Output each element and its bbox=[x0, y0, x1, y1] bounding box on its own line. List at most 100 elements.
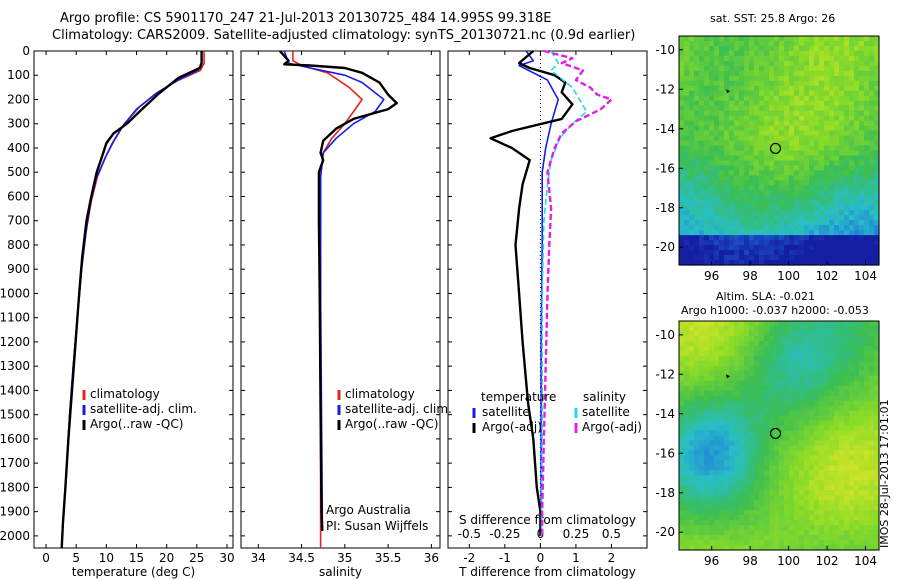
map-x-tick-label: 98 bbox=[743, 554, 758, 568]
y-tick-label: 1800 bbox=[0, 480, 30, 494]
chart-title-line1: Argo profile: CS 5901170_247 21-Jul-2013… bbox=[60, 11, 552, 26]
map-x-tick-label: 96 bbox=[704, 269, 719, 283]
map-x-tick-label: 102 bbox=[816, 269, 839, 283]
legend-label: climatology bbox=[90, 387, 160, 401]
series-line bbox=[60, 51, 203, 549]
x-tick-label: 0 bbox=[537, 551, 545, 565]
x-tick-label: -1 bbox=[499, 551, 511, 565]
plot-frame-2 bbox=[240, 50, 441, 549]
legend-label: satellite bbox=[482, 405, 530, 419]
y-tick-label: 800 bbox=[7, 238, 30, 252]
legend-label: satellite-adj. clim. bbox=[345, 402, 452, 416]
map-x-tick-label: 104 bbox=[854, 269, 877, 283]
y-tick-label: 1400 bbox=[0, 383, 30, 397]
y-tick-label: 300 bbox=[7, 117, 30, 131]
y-tick-label: 200 bbox=[7, 92, 30, 106]
y-tick-label: 1600 bbox=[0, 432, 30, 446]
x-tick-label: 0 bbox=[42, 551, 50, 565]
y-tick-label: 100 bbox=[7, 68, 30, 82]
x-axis-label: T difference from climatology bbox=[458, 565, 636, 579]
legend-label: satellite-adj. clim. bbox=[90, 402, 197, 416]
y-tick-label: 500 bbox=[7, 165, 30, 179]
sla-map-subtitle: Argo h1000: -0.037 h2000: -0.053 bbox=[681, 304, 869, 317]
x-tick-label: 5 bbox=[72, 551, 80, 565]
x-tick-label: 10 bbox=[99, 551, 114, 565]
series-line bbox=[60, 51, 203, 549]
y-tick-label: 700 bbox=[7, 214, 30, 228]
x-axis-label: temperature (deg C) bbox=[72, 565, 195, 579]
y-tick-label: 1900 bbox=[0, 505, 30, 519]
x-tick-label: 36 bbox=[424, 551, 439, 565]
map-y-tick-label: -12 bbox=[655, 82, 675, 96]
y-tick-label: 1700 bbox=[0, 456, 30, 470]
legend-label: Argo(..raw -QC) bbox=[90, 417, 183, 431]
legend-label: temperature bbox=[481, 390, 556, 404]
series-line bbox=[279, 50, 398, 532]
legend-label: Argo(-adj) bbox=[482, 420, 542, 434]
series-line bbox=[540, 50, 588, 536]
map-y-tick-label: -10 bbox=[655, 328, 675, 342]
x-tick-label: 2 bbox=[608, 551, 616, 565]
map-x-tick-label: 104 bbox=[854, 554, 877, 568]
x-tick-label: 30 bbox=[219, 551, 234, 565]
y-tick-label: 0 bbox=[22, 44, 30, 58]
map-y-tick-label: -12 bbox=[655, 367, 675, 381]
s-diff-tick-label: 0.5 bbox=[602, 527, 621, 541]
argo-position-marker bbox=[769, 142, 782, 155]
y-tick-label: 900 bbox=[7, 262, 30, 276]
y-tick-label: 1000 bbox=[0, 286, 30, 300]
annotation: PI: Susan Wijffels bbox=[326, 519, 428, 533]
legend-label: satellite bbox=[582, 405, 630, 419]
series-line bbox=[541, 49, 613, 536]
map-y-tick-label: -10 bbox=[655, 43, 675, 57]
x-tick-label: 35.5 bbox=[375, 551, 402, 565]
map-y-tick-label: -18 bbox=[655, 486, 675, 500]
map-y-tick-label: -14 bbox=[655, 407, 675, 421]
y-tick-label: 1500 bbox=[0, 408, 30, 422]
annotation: Argo Australia bbox=[326, 503, 411, 517]
map-y-tick-label: -18 bbox=[655, 201, 675, 215]
series-line bbox=[489, 50, 574, 536]
y-tick-label: 1200 bbox=[0, 335, 30, 349]
s-diff-tick-label: 0.25 bbox=[563, 527, 590, 541]
s-diff-axis-label: S difference from climatology bbox=[459, 513, 636, 527]
float-track-marker bbox=[726, 89, 730, 94]
y-tick-label: 600 bbox=[7, 189, 30, 203]
y-tick-label: 1300 bbox=[0, 359, 30, 373]
sla-map-title: Altim. SLA: -0.021 bbox=[716, 290, 816, 303]
x-tick-label: 20 bbox=[159, 551, 174, 565]
float-track-marker bbox=[726, 374, 730, 379]
map-x-tick-label: 102 bbox=[816, 554, 839, 568]
x-tick-label: 34.5 bbox=[288, 551, 315, 565]
x-tick-label: 1 bbox=[572, 551, 580, 565]
legend-label: climatology bbox=[345, 387, 415, 401]
map-y-tick-label: -16 bbox=[655, 446, 675, 460]
argo-position-marker bbox=[769, 427, 782, 440]
map-frame bbox=[678, 320, 880, 551]
map-x-tick-label: 100 bbox=[777, 269, 800, 283]
map-y-tick-label: -20 bbox=[655, 240, 675, 254]
legend-label: Argo(-adj) bbox=[582, 420, 642, 434]
x-tick-label: 25 bbox=[189, 551, 204, 565]
x-tick-label: -2 bbox=[463, 551, 475, 565]
plot-frame-1 bbox=[33, 50, 234, 549]
legend-label: Argo(..raw -QC) bbox=[345, 417, 438, 431]
s-diff-tick-label: -0.25 bbox=[489, 527, 520, 541]
y-tick-label: 1100 bbox=[0, 311, 30, 325]
map-x-tick-label: 96 bbox=[704, 554, 719, 568]
series-line bbox=[60, 51, 205, 549]
y-tick-label: 2000 bbox=[0, 529, 30, 543]
legend-label: salinity bbox=[583, 390, 626, 404]
map-x-tick-label: 100 bbox=[777, 554, 800, 568]
map-y-tick-label: -20 bbox=[655, 525, 675, 539]
y-tick-label: 400 bbox=[7, 141, 30, 155]
s-diff-tick-label: -0.5 bbox=[458, 527, 481, 541]
map-frame bbox=[678, 35, 880, 266]
map-x-tick-label: 98 bbox=[743, 269, 758, 283]
sst-map-title: sat. SST: 25.8 Argo: 26 bbox=[710, 12, 836, 25]
chart-title-line2: Climatology: CARS2009. Satellite-adjuste… bbox=[52, 28, 636, 43]
x-tick-label: 15 bbox=[129, 551, 144, 565]
x-tick-label: 34 bbox=[251, 551, 266, 565]
map-y-tick-label: -14 bbox=[655, 122, 675, 136]
